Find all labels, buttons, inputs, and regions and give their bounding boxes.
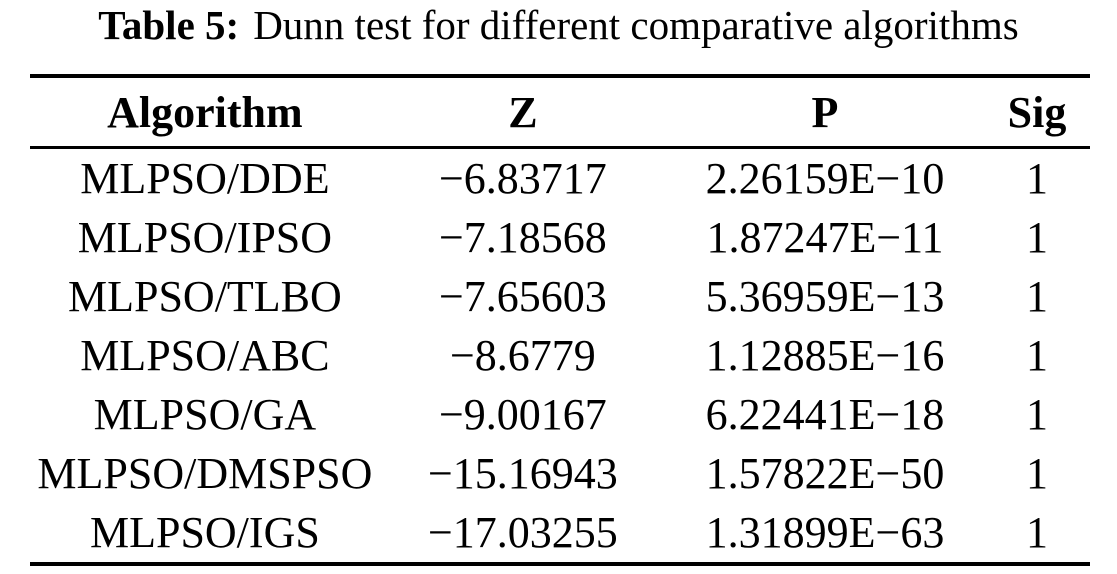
- cell-p: 1.31899E−63: [705, 508, 945, 557]
- cell-algorithm: MLPSO/DMSPSO: [37, 449, 373, 498]
- cell-z: −6.83717: [438, 154, 607, 203]
- dunn-test-table: Algorithm Z P Sig MLPSO/DDE −6.83717 2.2…: [30, 74, 1090, 566]
- table-caption: Table 5: Dunn test for different comparat…: [0, 2, 1117, 48]
- table-row: MLPSO/TLBO −7.65603 5.36959E−13 1: [30, 267, 1090, 326]
- table-row: MLPSO/GA −9.00167 6.22441E−18 1: [30, 385, 1090, 444]
- table-caption-text: Dunn test for different comparative algo…: [253, 2, 1019, 48]
- column-header-z: Z: [379, 76, 666, 149]
- cell-sig: 1: [1025, 272, 1048, 321]
- table-caption-label: Table 5:: [98, 2, 240, 48]
- cell-algorithm: MLPSO/GA: [93, 390, 317, 439]
- cell-z: −15.16943: [427, 449, 618, 498]
- column-header-algorithm: Algorithm: [30, 76, 380, 149]
- cell-p: 1.12885E−16: [705, 331, 945, 380]
- cell-sig: 1: [1025, 390, 1048, 439]
- cell-algorithm: MLPSO/ABC: [80, 331, 330, 380]
- cell-sig: 1: [1025, 449, 1048, 498]
- cell-sig: 1: [1025, 508, 1048, 557]
- cell-algorithm: MLPSO/IGS: [89, 508, 320, 557]
- header-row: Algorithm Z P Sig: [30, 76, 1090, 149]
- cell-z: −7.18568: [438, 213, 607, 262]
- cell-p: 1.57822E−50: [705, 449, 945, 498]
- cell-z: −17.03255: [427, 508, 618, 557]
- cell-sig: 1: [1025, 213, 1048, 262]
- cell-z: −9.00167: [438, 390, 607, 439]
- table-body: MLPSO/DDE −6.83717 2.26159E−10 1 MLPSO/I…: [30, 148, 1090, 565]
- cell-p: 5.36959E−13: [705, 272, 945, 321]
- table-row: MLPSO/DMSPSO −15.16943 1.57822E−50 1: [30, 444, 1090, 503]
- cell-z: −7.65603: [438, 272, 607, 321]
- cell-z: −8.6779: [449, 331, 596, 380]
- column-header-sig: Sig: [983, 76, 1090, 149]
- table-row: MLPSO/ABC −8.6779 1.12885E−16 1: [30, 326, 1090, 385]
- cell-algorithm: MLPSO/DDE: [80, 154, 330, 203]
- cell-p: 1.87247E−11: [706, 213, 944, 262]
- table-row: MLPSO/IGS −17.03255 1.31899E−63 1: [30, 503, 1090, 564]
- table-header: Algorithm Z P Sig: [30, 76, 1090, 149]
- column-header-p: P: [665, 76, 984, 149]
- table-row: MLPSO/IPSO −7.18568 1.87247E−11 1: [30, 208, 1090, 267]
- cell-algorithm: MLPSO/IPSO: [77, 213, 333, 262]
- cell-sig: 1: [1025, 331, 1048, 380]
- cell-p: 2.26159E−10: [705, 154, 945, 203]
- table-row: MLPSO/DDE −6.83717 2.26159E−10 1: [30, 148, 1090, 209]
- cell-sig: 1: [1025, 154, 1048, 203]
- cell-algorithm: MLPSO/TLBO: [67, 272, 342, 321]
- cell-p: 6.22441E−18: [705, 390, 945, 439]
